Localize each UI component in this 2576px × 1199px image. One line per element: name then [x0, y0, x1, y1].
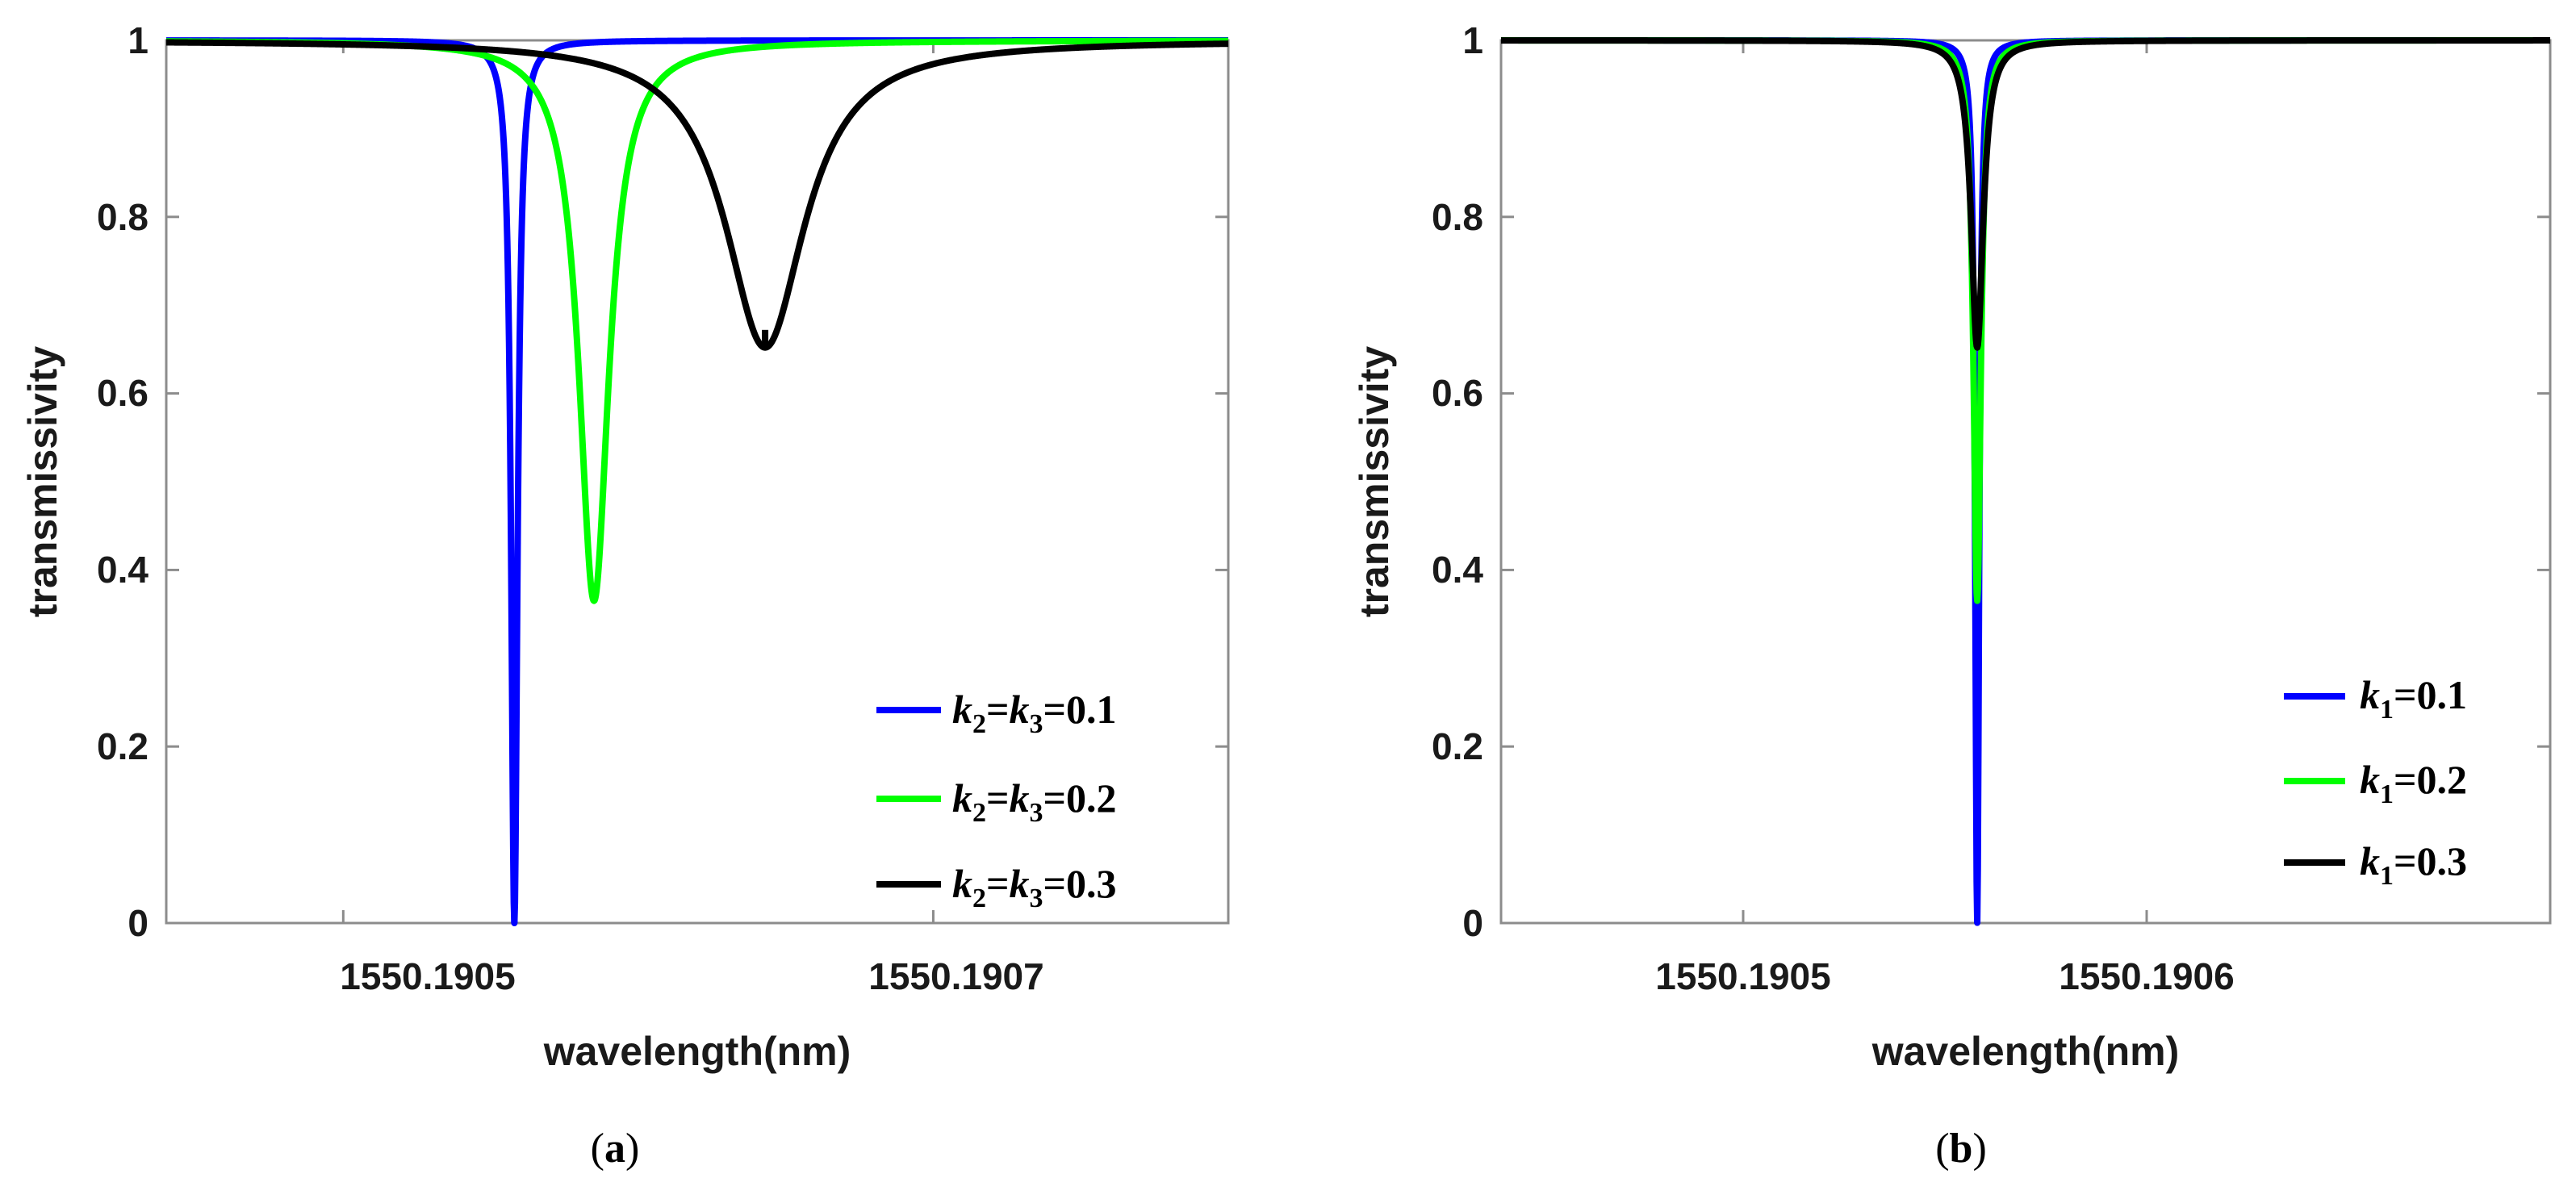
- y-tick-label: 0.6: [97, 372, 148, 414]
- y-tick-label: 0.8: [97, 196, 148, 238]
- y-tick-label: 1: [1462, 19, 1483, 61]
- legend-entry-label: k1=0.1: [2360, 672, 2467, 725]
- x-tick-label: 1550.1905: [1655, 955, 1830, 997]
- chart-panel-b: 0 0.2 0.4 0.6 0.8 1 1550.1905 1550.1906 …: [1352, 19, 2553, 1172]
- series-group-b: [1498, 37, 2553, 926]
- y-tick-label: 0.8: [1432, 196, 1483, 238]
- x-tick-label: 1550.1907: [868, 955, 1043, 997]
- chart-panel-a: 0 0.2 0.4 0.6 0.8 1 1550.1905 1550.1907 …: [20, 19, 1232, 1172]
- y-tick-label: 0: [1462, 902, 1483, 944]
- caption-b: (b): [1935, 1126, 1987, 1172]
- y-axis-title: transmissivity: [20, 346, 65, 617]
- legend-a: k2=k3=0.1 k2=k3=0.2 k2=k3=0.3: [876, 687, 1117, 913]
- x-axis-title: wavelength(nm): [543, 1029, 851, 1074]
- y-axis-title: transmissivity: [1352, 346, 1397, 617]
- y-tick-label: 0.2: [97, 725, 148, 767]
- y-tick-label: 0: [128, 902, 148, 944]
- caption-a: (a): [591, 1126, 640, 1172]
- legend-entry-label: k1=0.3: [2360, 838, 2467, 891]
- series-line-k2=k3=0.3: [163, 39, 1232, 351]
- x-axis-title: wavelength(nm): [1871, 1029, 2180, 1074]
- legend-entry-label: k1=0.2: [2360, 757, 2467, 809]
- y-tick-label: 0.4: [1432, 549, 1483, 591]
- y-tick-label: 0.4: [97, 549, 148, 591]
- legend-entry-label: k2=k3=0.2: [952, 775, 1117, 828]
- x-tick-label: 1550.1906: [2059, 955, 2234, 997]
- x-tick-label: 1550.1905: [340, 955, 515, 997]
- y-tick-label: 0.2: [1432, 725, 1483, 767]
- legend-b: k1=0.1 k1=0.2 k1=0.3: [2284, 672, 2467, 891]
- series-group-a: [163, 37, 1232, 926]
- y-tick-label: 1: [128, 19, 148, 61]
- legend-entry-label: k2=k3=0.1: [952, 687, 1117, 739]
- plot-area-a: [165, 39, 1230, 925]
- y-tick-label: 0.6: [1432, 372, 1483, 414]
- legend-entry-label: k2=k3=0.3: [952, 861, 1117, 913]
- series-line-k1=0.3: [1498, 37, 2553, 351]
- plot-area-b: [1499, 39, 2552, 925]
